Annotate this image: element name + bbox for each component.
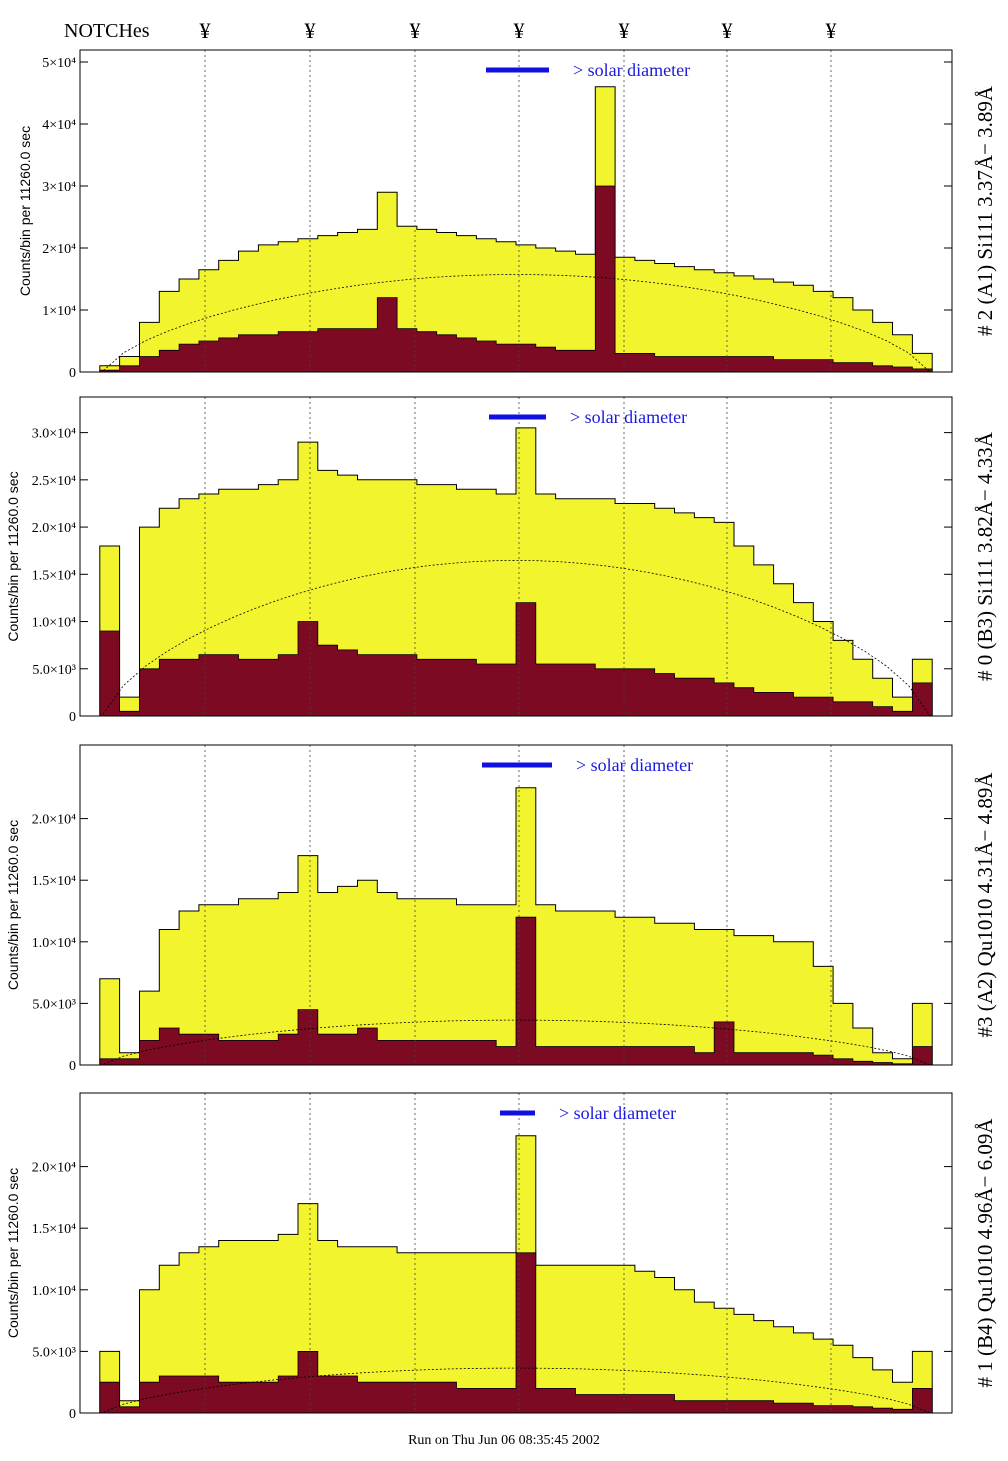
y-tick-label: 2.0×10⁴: [32, 813, 76, 828]
y-tick-label: 2.0×10⁴: [32, 1161, 76, 1176]
panel-right-label: # 2 (A1) Si111 3.37Å− 3.89Å: [973, 85, 997, 336]
y-tick-label: 5×10⁴: [42, 56, 76, 71]
notches-label: NOTCHes: [64, 20, 150, 42]
y-axis-label: Counts/bin per 11260.0 sec: [5, 820, 21, 990]
y-tick-label: 0: [69, 1407, 76, 1422]
line-counts-area: [80, 185, 952, 373]
plot-frame: [79, 49, 953, 373]
panel-1: 0 5.0×10³ 1.0×10⁴ 1.5×10⁴ 2.0×10⁴ 2.5×10⁴ 3.0×…: [5, 396, 997, 725]
model-curve: [80, 274, 952, 373]
panel-3: 0 5.0×10³ 1.0×10⁴ 1.5×10⁴ 2.0×10⁴ Counts/bin …: [5, 1092, 997, 1422]
notch-marker: ¥: [721, 18, 733, 43]
y-tick-label: 4×10⁴: [42, 118, 76, 133]
notch-marker: ¥: [825, 18, 837, 43]
y-tick-label: 1.0×10⁴: [32, 616, 76, 631]
y-tick-label: 3×10⁴: [42, 180, 76, 195]
panel-right-label: # 0 (B3) Si111 3.82Å− 4.33Å: [973, 431, 997, 681]
y-tick-label: 0: [69, 710, 76, 725]
plot-frame: [79, 744, 953, 1066]
notch-marker: ¥: [618, 18, 630, 43]
model-curve: [80, 559, 952, 717]
plot-frame: [79, 1092, 953, 1414]
y-tick-label: 2×10⁴: [42, 242, 76, 257]
line-counts-area: [80, 916, 952, 1066]
run-timestamp: Run on Thu Jun 06 08:35:45 2002: [408, 1433, 600, 1448]
y-tick-label: 5.0×10³: [32, 997, 76, 1012]
y-tick-label: 1.5×10⁴: [32, 1222, 76, 1237]
total-counts-area: [80, 86, 952, 373]
y-tick-label: 5.0×10³: [32, 1345, 76, 1360]
panel-right-label: # 1 (B4) Qu1010 4.96Å− 6.09Å: [973, 1118, 997, 1388]
solar-diameter-label: > solar diameter: [576, 755, 693, 775]
line-counts-area: [80, 1252, 952, 1414]
y-axis-label: Counts/bin per 11260.0 sec: [5, 471, 21, 641]
notch-marker: ¥: [513, 18, 525, 43]
notch-marker: ¥: [199, 18, 211, 43]
y-tick-label: 5.0×10³: [32, 663, 76, 678]
y-tick-label: 1.5×10⁴: [32, 568, 76, 583]
solar-diameter-label: > solar diameter: [573, 60, 690, 80]
y-tick-label: 3.0×10⁴: [32, 427, 76, 442]
model-curve: [80, 1019, 952, 1066]
line-counts-area: [80, 602, 952, 717]
y-tick-label: 1×10⁴: [42, 304, 76, 319]
notch-marker: ¥: [304, 18, 316, 43]
notch-header: NOTCHes ¥ ¥ ¥ ¥ ¥ ¥ ¥: [0, 0, 1008, 50]
model-curve: [80, 1367, 952, 1414]
y-tick-label: 1.5×10⁴: [32, 874, 76, 889]
y-tick-label: 2.0×10⁴: [32, 521, 76, 536]
y-tick-label: 0: [69, 1059, 76, 1074]
y-axis-label: Counts/bin per 11260.0 sec: [5, 1168, 21, 1338]
solar-diameter-label: > solar diameter: [570, 407, 687, 427]
y-tick-label: 1.0×10⁴: [32, 936, 76, 951]
y-tick-label: 0: [69, 366, 76, 381]
y-tick-label: 1.0×10⁴: [32, 1284, 76, 1299]
y-axis-label: Counts/bin per 11260.0 sec: [17, 126, 33, 296]
panel-0: 0 1×10⁴ 2×10⁴ 3×10⁴ 4×10⁴ 5×10⁴ Counts/bin per…: [17, 49, 997, 381]
y-tick-label: 2.5×10⁴: [32, 474, 76, 489]
notch-marker: ¥: [409, 18, 421, 43]
plot-frame: [79, 396, 953, 717]
chart-figure: 0 1×10⁴ 2×10⁴ 3×10⁴ 4×10⁴ 5×10⁴ Counts/bin per…: [5, 49, 997, 1422]
panel-right-label: #3 (A2) Qu1010 4.31Å− 4.89Å: [973, 772, 997, 1038]
panel-2: 0 5.0×10³ 1.0×10⁴ 1.5×10⁴ 2.0×10⁴ Counts/bin …: [5, 744, 997, 1074]
solar-diameter-label: > solar diameter: [559, 1103, 676, 1123]
